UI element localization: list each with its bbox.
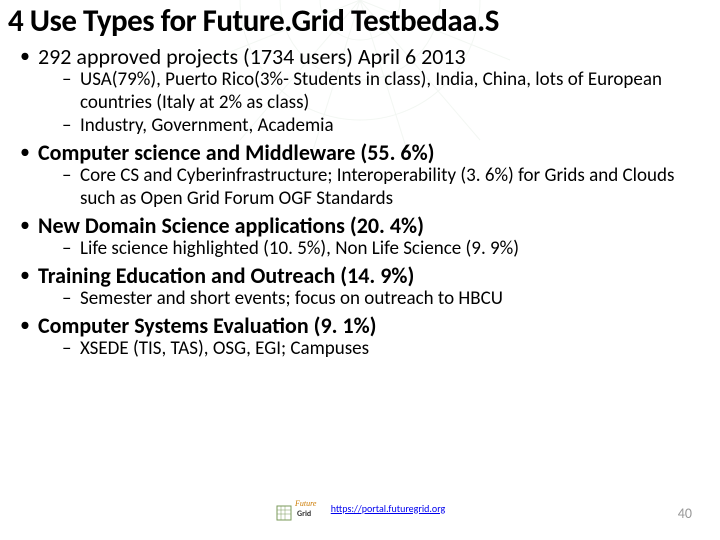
bullet-text: Training Education and Outreach (14. 9%) [38,262,414,289]
bullet-item: Computer science and Middleware (55. 6%)… [20,140,712,211]
sub-list: USA(79%), Puerto Rico(3%- Students in cl… [38,69,712,137]
bullet-item: New Domain Science applications (20. 4%)… [20,213,712,261]
sub-bullet-item: USA(79%), Puerto Rico(3%- Students in cl… [62,69,712,115]
sub-list: Life science highlighted (10. 5%), Non L… [38,238,712,261]
bullet-text: Computer science and Middleware (55. 6%) [38,139,434,166]
footer-link[interactable]: https://portal.futuregrid.org [331,502,446,515]
sub-bullet-item: Core CS and Cyberinfrastructure; Interop… [62,165,712,211]
bullet-item: 292 approved projects (1734 users) April… [20,44,712,138]
bullet-item: Computer Systems Evaluation (9. 1%)XSEDE… [20,313,712,361]
bullet-text: 292 approved projects (1734 users) April… [38,43,466,70]
sub-list: XSEDE (TIS, TAS), OSG, EGI; Campuses [38,338,712,361]
slide-title: 4 Use Types for Future.Grid Testbedaa.S [8,2,712,40]
futuregrid-logo-icon: Future Grid [275,494,325,522]
bullet-text: New Domain Science applications (20. 4%) [38,212,424,239]
bullet-list: 292 approved projects (1734 users) April… [8,44,712,361]
sub-list: Core CS and Cyberinfrastructure; Interop… [38,165,712,211]
svg-text:Future: Future [294,499,317,508]
bullet-text: Computer Systems Evaluation (9. 1%) [38,312,377,339]
sub-bullet-item: XSEDE (TIS, TAS), OSG, EGI; Campuses [62,338,712,361]
sub-bullet-item: Industry, Government, Academia [62,115,712,138]
footer: Future Grid https://portal.futuregrid.or… [0,494,720,522]
sub-bullet-item: Semester and short events; focus on outr… [62,288,712,311]
sub-bullet-item: Life science highlighted (10. 5%), Non L… [62,238,712,261]
page-number: 40 [678,505,692,522]
sub-list: Semester and short events; focus on outr… [38,288,712,311]
svg-text:Grid: Grid [297,509,311,519]
bullet-item: Training Education and Outreach (14. 9%)… [20,263,712,311]
